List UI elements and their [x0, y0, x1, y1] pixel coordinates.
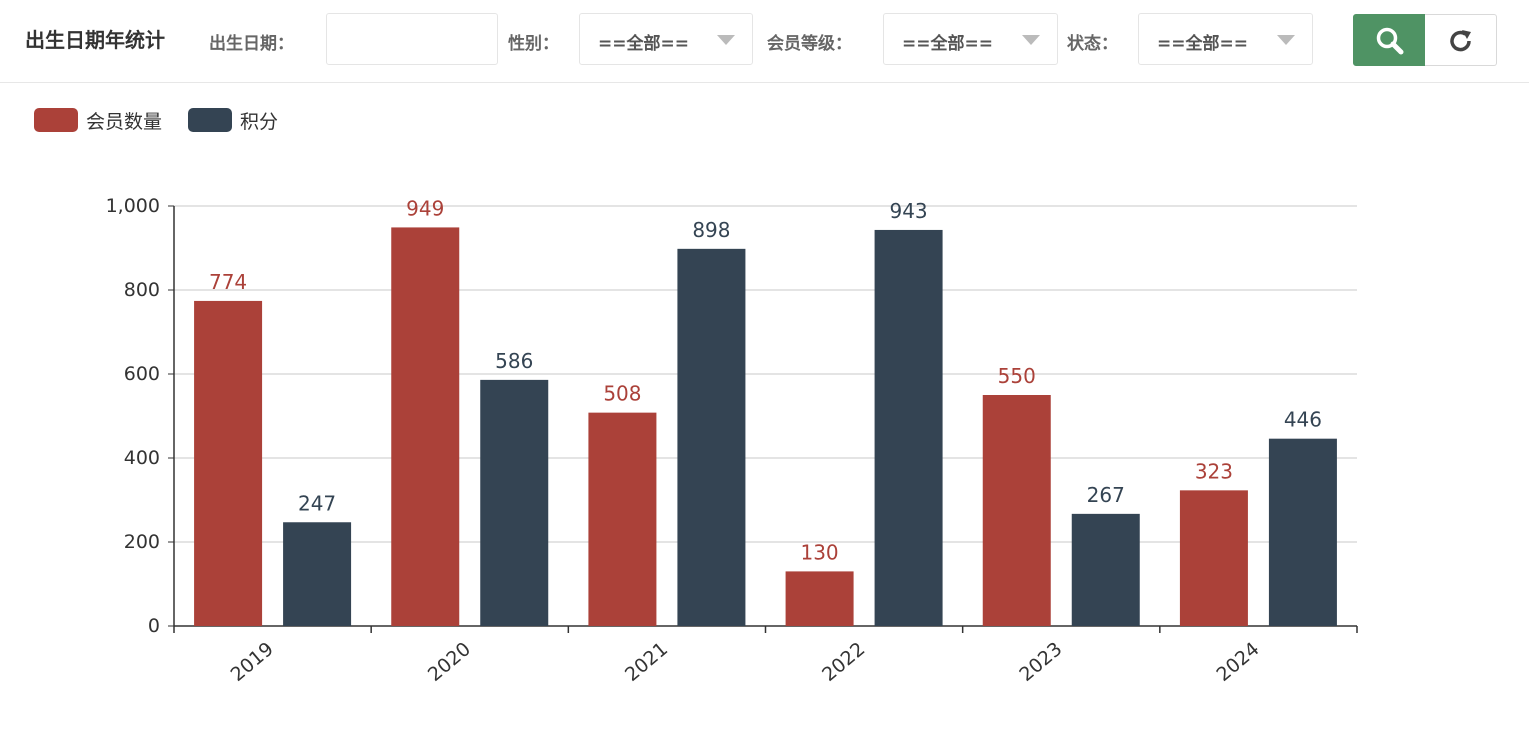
- filter-toolbar: 出生日期年统计 出生日期： 性别： ==全部== 会员等级： ==全部== 状态…: [0, 0, 1529, 83]
- bar-2019-series-1: [194, 300, 263, 626]
- search-icon: [1376, 27, 1404, 55]
- data-label: 943: [889, 199, 927, 223]
- data-label: 508: [603, 382, 641, 406]
- legend-label-series-1: 会员数量: [86, 111, 163, 133]
- bar-2023-series-2: [1071, 513, 1140, 626]
- y-tick-label: 200: [124, 531, 160, 553]
- data-label: 550: [998, 364, 1036, 388]
- data-label: 130: [800, 540, 838, 564]
- birth-date-label: 出生日期：: [209, 34, 294, 54]
- legend-item-series-1[interactable]: 会员数量: [34, 107, 184, 133]
- x-tick-label: 2023: [1015, 638, 1066, 686]
- gender-label: 性别：: [508, 34, 559, 54]
- y-tick-label: 1,000: [106, 195, 160, 217]
- bar-2021-series-1: [588, 412, 657, 626]
- data-label: 949: [406, 196, 444, 220]
- gender-select[interactable]: ==全部==: [579, 13, 753, 65]
- data-label: 323: [1195, 459, 1233, 483]
- y-tick-label: 400: [124, 447, 160, 469]
- bar-2024-series-1: [1179, 490, 1248, 626]
- status-label: 状态：: [1067, 34, 1118, 54]
- data-label: 586: [495, 349, 533, 373]
- data-label: 446: [1284, 408, 1322, 432]
- x-tick-label: 2022: [818, 638, 869, 686]
- legend-item-series-2[interactable]: 积分: [188, 107, 298, 133]
- status-select[interactable]: ==全部==: [1138, 13, 1313, 65]
- bar-2019-series-2: [283, 522, 352, 626]
- bar-2024-series-2: [1268, 438, 1337, 626]
- bar-2020-series-2: [480, 379, 549, 626]
- status-select-value: ==全部==: [1157, 34, 1248, 54]
- x-tick-label: 2019: [227, 638, 278, 686]
- legend-label-series-2: 积分: [240, 111, 279, 133]
- legend-swatch-series-2: [188, 108, 232, 132]
- x-tick-label: 2020: [424, 638, 475, 686]
- bar-chart: 0 200 400 600 800 1,000 774 247 2019 949 586 2020 50…: [106, 195, 1358, 686]
- bar-2023-series-1: [982, 395, 1051, 626]
- refresh-icon: [1450, 30, 1471, 52]
- refresh-button[interactable]: [1425, 14, 1497, 66]
- search-button[interactable]: [1353, 14, 1425, 66]
- bar-2020-series-1: [391, 227, 460, 627]
- member-level-select-value: ==全部==: [902, 34, 993, 54]
- data-label: 247: [298, 491, 336, 515]
- chevron-down-icon: [717, 35, 735, 45]
- y-tick-label: 800: [124, 279, 160, 301]
- birth-date-input[interactable]: [326, 13, 498, 65]
- x-tick-label: 2024: [1212, 638, 1263, 686]
- chevron-down-icon: [1022, 35, 1040, 45]
- bar-2022-series-2: [874, 229, 943, 626]
- chevron-down-icon: [1277, 35, 1295, 45]
- x-tick-label: 2021: [621, 638, 672, 686]
- y-tick-label: 600: [124, 363, 160, 385]
- bar-2022-series-1: [785, 571, 854, 626]
- page-title: 出生日期年统计: [25, 28, 165, 52]
- data-label: 774: [209, 270, 247, 294]
- data-label: 898: [692, 218, 730, 242]
- bar-2021-series-2: [677, 248, 746, 626]
- member-level-label: 会员等级：: [767, 34, 852, 54]
- member-level-select[interactable]: ==全部==: [883, 13, 1058, 65]
- gender-select-value: ==全部==: [598, 34, 689, 54]
- legend-swatch-series-1: [34, 108, 78, 132]
- y-tick-label: 0: [148, 615, 160, 637]
- data-label: 267: [1087, 483, 1125, 507]
